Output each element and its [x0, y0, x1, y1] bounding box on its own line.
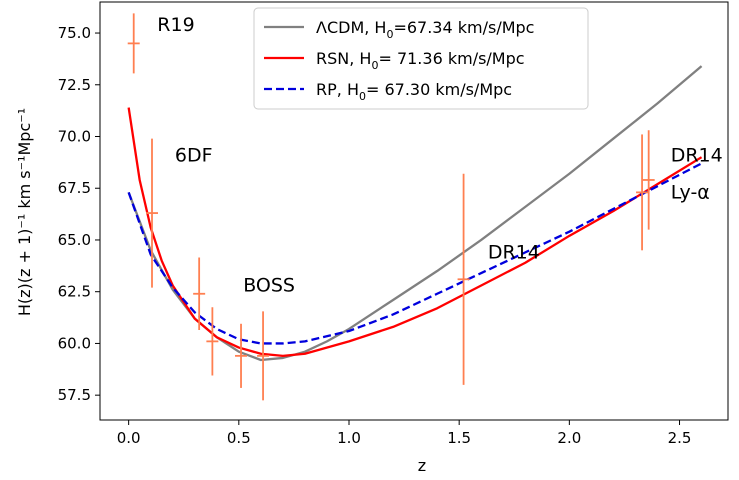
legend-label-1: RSN, H0= 71.36 km/s/Mpc [316, 49, 525, 72]
y-tick-label-5: 70.0 [58, 128, 91, 146]
series-line-1 [127, 107, 703, 358]
data-point-8 [642, 130, 655, 230]
y-tick-label-2: 62.5 [58, 283, 91, 301]
x-tick-label-3: 1.5 [447, 429, 471, 447]
data-point-6 [457, 173, 470, 385]
axes-layer: 0.0 0.5 1.0 1.5 2.0 2.5 57.5 60.0 62.5 65.0 67.5 70… [58, 1, 729, 447]
y-tick-label-1: 60.0 [58, 334, 91, 352]
data-points-layer [127, 13, 655, 401]
series-line-2 [127, 162, 703, 345]
annotation-0: R19 [157, 14, 194, 36]
y-tick-label-6: 72.5 [58, 76, 91, 94]
data-point-4 [235, 323, 248, 388]
legend: ΛCDM, H0=67.34 km/s/Mpc RSN, H0= 71.36 km… [253, 7, 589, 110]
annotation-1: 6DF [175, 144, 213, 166]
legend-label-2: RP, H0= 67.30 km/s/Mpc [316, 80, 512, 103]
x-axis-label: z [418, 456, 426, 475]
x-tick-label-2: 1.0 [337, 429, 361, 447]
x-tick-label-0: 0.0 [117, 429, 141, 447]
y-tick-label-0: 57.5 [58, 386, 91, 404]
plot-frame [99, 1, 729, 421]
annotations-layer: R19 6DF BOSS DR14 DR14 Ly-α [157, 14, 722, 297]
annotation-2: BOSS [243, 275, 295, 297]
data-point-3 [206, 307, 219, 376]
annotation-4: DR14 [671, 144, 723, 166]
legend-box [253, 7, 589, 110]
x-tick-label-5: 2.5 [668, 429, 692, 447]
x-tick-label-4: 2.0 [557, 429, 581, 447]
data-point-7 [636, 134, 649, 251]
y-tick-label-3: 65.0 [58, 231, 91, 249]
annotation-5: Ly-α [671, 182, 710, 204]
legend-label-0: ΛCDM, H0=67.34 km/s/Mpc [316, 18, 534, 41]
annotation-3: DR14 [488, 242, 540, 264]
y-axis-label: H(z)(z + 1)⁻¹ km s⁻¹Mpc⁻¹ [15, 108, 34, 316]
data-point-5 [257, 311, 270, 401]
data-point-2 [193, 257, 206, 330]
series-layer [127, 65, 703, 362]
data-point-0 [127, 13, 140, 74]
y-tick-label-4: 67.5 [58, 179, 91, 197]
y-tick-label-7: 75.0 [58, 24, 91, 42]
x-tick-label-1: 0.5 [227, 429, 251, 447]
data-point-1 [146, 138, 159, 288]
